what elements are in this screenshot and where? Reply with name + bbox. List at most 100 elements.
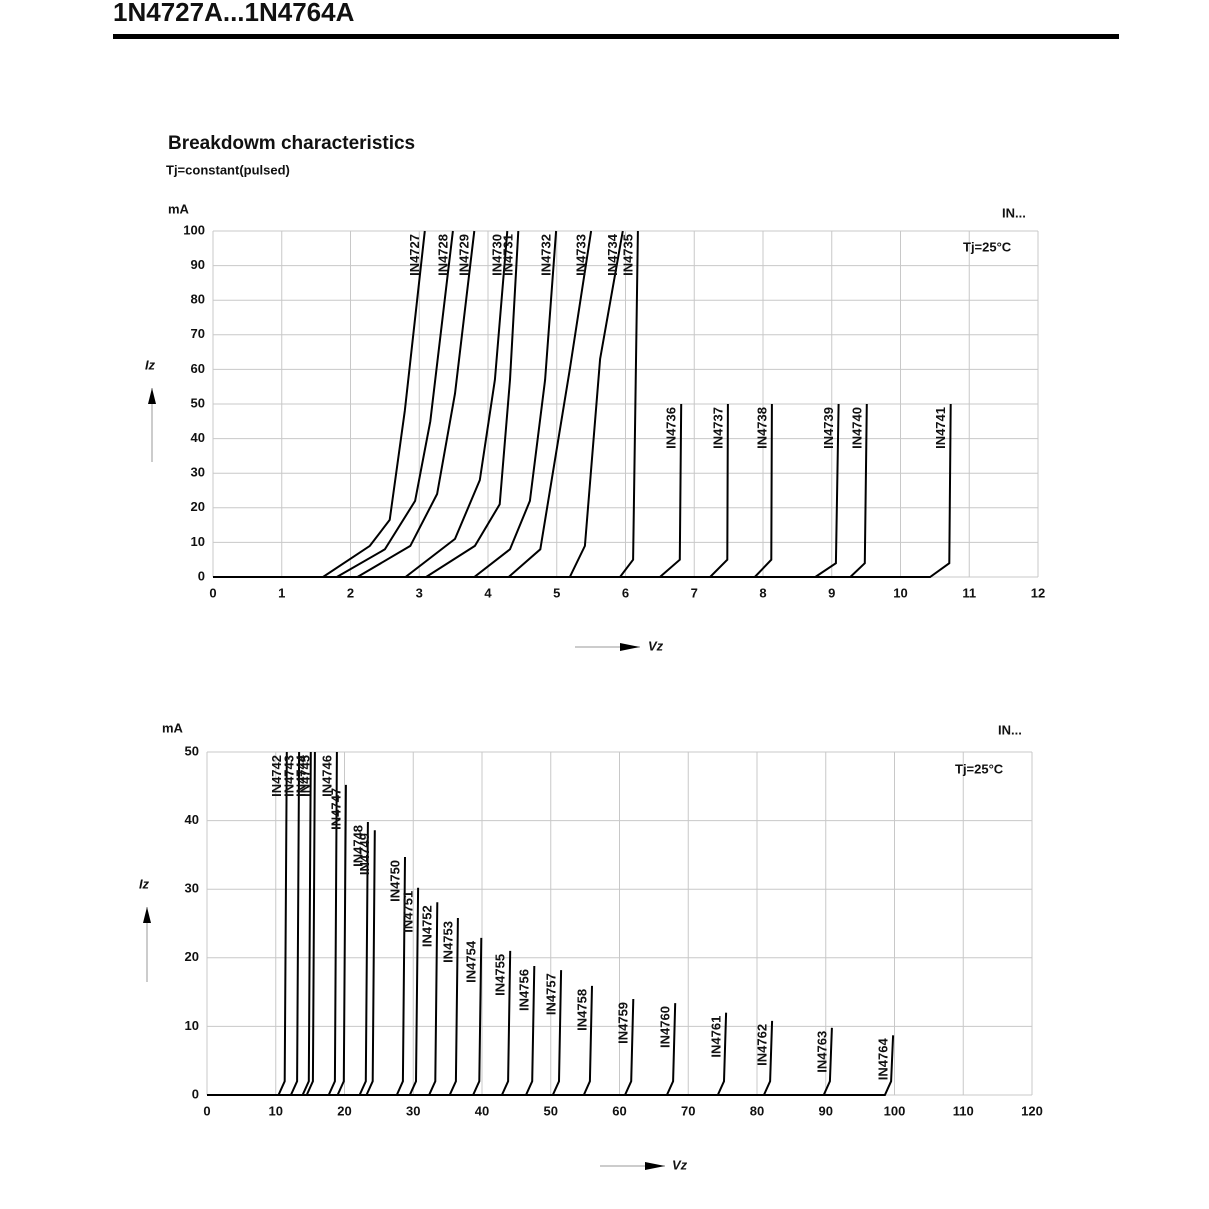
- curve-label: IN4754: [464, 940, 479, 983]
- y-tick-label: 20: [185, 949, 199, 964]
- annotation: Tj=25°C: [963, 239, 1012, 254]
- y-unit: mA: [162, 720, 184, 735]
- x-tick-label: 10: [893, 585, 907, 600]
- curve-label: IN4746: [319, 755, 334, 797]
- curve-label: IN4762: [755, 1024, 770, 1066]
- curve-label: IN4737: [710, 407, 725, 449]
- y-axis-label: Iz: [139, 876, 150, 891]
- x-tick-label: 20: [337, 1103, 351, 1118]
- curve: [207, 856, 406, 1096]
- y-arrow-head: [148, 388, 156, 404]
- y-tick-label: 20: [191, 499, 205, 514]
- x-arrow-head: [645, 1162, 665, 1170]
- curve-label: IN4747: [328, 788, 343, 830]
- x-axis-label: Vz: [672, 1157, 688, 1172]
- y-tick-label: 70: [191, 326, 205, 341]
- y-tick-label: 10: [185, 1018, 199, 1033]
- x-tick-label: 10: [269, 1103, 283, 1118]
- x-tick-label: 100: [884, 1103, 906, 1118]
- annotation: Tj=25°C: [955, 761, 1004, 776]
- curve-label: IN4759: [616, 1002, 631, 1044]
- curve: [213, 403, 840, 578]
- x-tick-label: 5: [553, 585, 560, 600]
- y-tick-label: 40: [185, 812, 199, 827]
- curve-label: IN4764: [876, 1038, 891, 1081]
- y-tick-label: 0: [198, 568, 205, 583]
- curve-label: IN4727: [407, 234, 422, 276]
- curve-label: IN4752: [420, 905, 435, 947]
- curve: [207, 1003, 677, 1096]
- y-unit: mA: [168, 201, 190, 216]
- y-arrow-head: [143, 907, 151, 923]
- curve-label: IN4756: [517, 969, 532, 1011]
- curve-label: IN4744: [293, 754, 308, 797]
- y-tick-label: 50: [185, 743, 199, 758]
- curve: [207, 751, 312, 1096]
- curve-label: IN4763: [814, 1031, 829, 1073]
- curve-label: IN4749: [357, 833, 372, 875]
- curve-label: IN4751: [401, 891, 416, 933]
- curve-label: IN4758: [574, 989, 589, 1031]
- curve-label: IN4760: [658, 1006, 673, 1048]
- x-arrow-head: [620, 643, 640, 651]
- x-tick-label: 30: [406, 1103, 420, 1118]
- y-tick-label: 50: [191, 395, 205, 410]
- x-tick-label: 1: [278, 585, 285, 600]
- x-tick-label: 3: [416, 585, 423, 600]
- x-tick-label: 60: [612, 1103, 626, 1118]
- x-tick-label: 6: [622, 585, 629, 600]
- curve-label: IN4733: [574, 234, 589, 276]
- y-tick-label: 60: [191, 361, 205, 376]
- curve: [207, 1027, 833, 1096]
- curve-label: IN4736: [664, 407, 679, 449]
- x-tick-label: 11: [962, 585, 976, 600]
- corner-label: IN...: [998, 722, 1022, 737]
- curve: [213, 403, 729, 578]
- y-tick-label: 30: [191, 465, 205, 480]
- curve: [207, 830, 376, 1096]
- curve: [213, 403, 773, 578]
- y-tick-label: 90: [191, 257, 205, 272]
- x-axis-label: Vz: [648, 638, 664, 653]
- curve: [207, 998, 635, 1096]
- curve-label: IN4732: [539, 234, 554, 276]
- curve: [207, 965, 536, 1096]
- curve-label: IN4743: [282, 755, 297, 797]
- curve: [207, 784, 347, 1096]
- header-title: 1N4727A...1N4764A: [113, 0, 355, 27]
- y-tick-label: 30: [185, 881, 199, 896]
- x-tick-label: 12: [1031, 585, 1045, 600]
- curve: [207, 751, 338, 1096]
- x-tick-label: 40: [475, 1103, 489, 1118]
- curve-label: IN4728: [435, 234, 450, 276]
- curve: [207, 1020, 774, 1096]
- y-tick-label: 10: [191, 534, 205, 549]
- curve-label: IN4730: [490, 234, 505, 276]
- x-tick-label: 50: [544, 1103, 558, 1118]
- curve-label: IN4748: [350, 825, 365, 867]
- curve: [207, 751, 288, 1096]
- curve-label: IN4735: [620, 234, 635, 276]
- curve-label: IN4740: [849, 407, 864, 449]
- curve-label: IN4761: [709, 1016, 724, 1058]
- chart-subtitle: Tj=constant(pulsed): [166, 162, 290, 177]
- x-tick-label: 90: [819, 1103, 833, 1118]
- x-tick-label: 110: [953, 1103, 974, 1118]
- x-tick-label: 0: [209, 585, 216, 600]
- curve-label: IN4745: [297, 755, 312, 797]
- y-axis-label: Iz: [145, 357, 156, 372]
- curve: [213, 403, 952, 578]
- x-tick-label: 0: [203, 1103, 210, 1118]
- y-tick-label: 80: [191, 292, 205, 307]
- curve-label: IN4729: [457, 234, 472, 276]
- chart-title: Breakdowm characteristics: [168, 133, 415, 154]
- curve-label: IN4731: [501, 234, 516, 276]
- y-tick-label: 40: [191, 430, 205, 445]
- curve-label: IN4734: [605, 233, 620, 276]
- curve-label: IN4742: [269, 755, 284, 797]
- x-tick-label: 4: [484, 585, 492, 600]
- y-tick-label: 100: [183, 222, 205, 237]
- curve-label: IN4753: [440, 921, 455, 963]
- curve-label: IN4739: [821, 407, 836, 449]
- corner-label: IN...: [1002, 205, 1026, 220]
